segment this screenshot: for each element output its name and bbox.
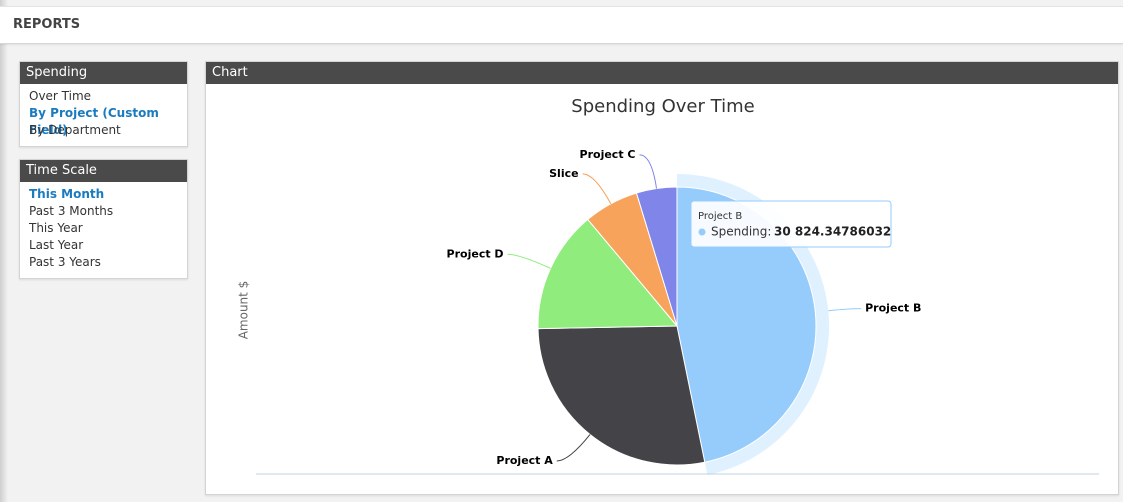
data-label: Project D [447, 247, 504, 260]
label-connector [556, 434, 591, 462]
panel-header: Time Scale [20, 160, 187, 182]
menu: This Month Past 3 Months This Year Last … [20, 186, 187, 271]
tooltip-value: 30 824.34786032 [774, 225, 891, 239]
menu-item[interactable]: Past 3 Years [29, 255, 101, 269]
menu-item[interactable]: This Year [29, 221, 83, 235]
label-connector [582, 173, 612, 205]
pie-slice [537, 325, 706, 466]
time-scale-panel: Time Scale This Month Past 3 Months This… [19, 159, 188, 279]
data-label: Project C [580, 148, 636, 161]
edge-shade [0, 0, 8, 502]
chart-panel: Chart Spending Over Time Amount $ Projec… [205, 61, 1119, 495]
tooltip-label: Spending: [711, 225, 771, 239]
label-connector [639, 154, 658, 189]
menu-item[interactable]: Over Time [29, 89, 92, 103]
menu-item[interactable]: This Month [29, 187, 105, 201]
spending-panel: Spending Over Time By Project (Custom Fi… [19, 61, 188, 147]
pie-slice [676, 186, 817, 463]
data-label: Project B [865, 302, 921, 315]
tooltip-dot [698, 228, 706, 236]
menu-item[interactable]: Past 3 Months [29, 204, 114, 218]
chart-title: Spending Over Time [571, 96, 754, 117]
panel-header: Chart [206, 62, 1118, 84]
menu-item[interactable]: By Project (Custom Field) [29, 106, 159, 137]
pie-slice [635, 186, 678, 327]
pie-slice [537, 218, 679, 330]
label-connector [828, 308, 862, 312]
tooltip-box [690, 200, 892, 248]
data-label: Slice [549, 167, 578, 180]
label-connector [507, 253, 551, 269]
chart: Spending Over Time Amount $ Project B Spe… [237, 96, 1099, 475]
y-axis-label: Amount $ [237, 281, 251, 340]
panel-header: Spending [20, 62, 187, 84]
top-bar: REPORTS [0, 6, 1123, 44]
menu-item[interactable]: Last Year [29, 238, 84, 252]
data-label: Project A [496, 454, 553, 467]
tooltip: Project B Spending: 30 824.34786032 [690, 200, 892, 248]
menu: Over Time By Project (Custom Field) By D… [20, 88, 187, 139]
tooltip-title: Project B [698, 211, 742, 222]
menu-item[interactable]: By Department [29, 123, 121, 137]
page-title: REPORTS [13, 17, 81, 32]
